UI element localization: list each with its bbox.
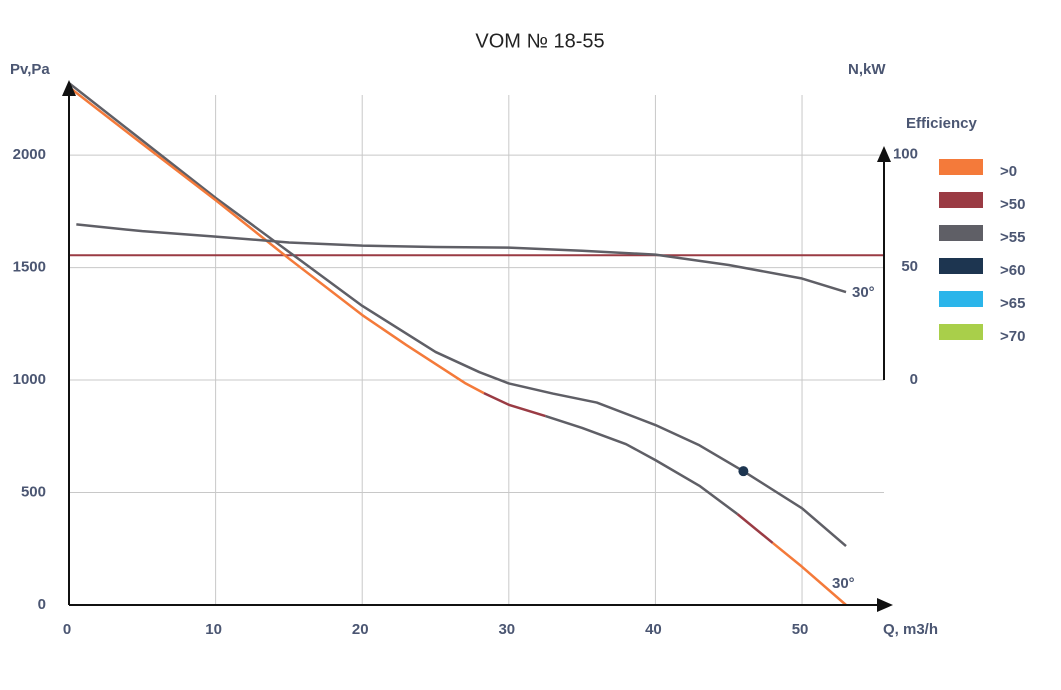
legend-label: >0 [1000,163,1017,180]
curve [68,82,847,548]
axes [68,92,885,606]
curve [483,391,546,418]
y-axis-label: Pv,Pa [10,61,50,78]
x-arrow [877,598,893,612]
y2-axis-label: N,kW [848,61,886,78]
legend-label: >50 [1000,196,1025,213]
legend-swatch [939,258,983,274]
annotation: 30° [832,575,855,592]
legend-label: >70 [1000,328,1025,345]
legend-label: >55 [1000,229,1025,246]
y-tick-label: 0 [38,596,46,613]
x-axis-label: Q, m3/h [883,621,938,638]
y2-arrow [877,146,891,162]
chart-title: VOM № 18-55 [475,30,604,52]
annotation: 30° [852,284,875,301]
x-tick-label: 40 [645,621,662,638]
plot [68,82,884,606]
legend-swatch [939,192,983,208]
x-tick-label: 10 [205,621,222,638]
curve [771,541,847,606]
y2-tick-label: 50 [901,258,918,275]
x-tick-label: 50 [792,621,809,638]
curve [545,414,739,516]
grid [69,95,884,605]
x-tick-label: 30 [498,621,515,638]
y-tick-label: 2000 [13,146,46,163]
curve [736,513,774,544]
y2-tick-label: 100 [893,145,918,162]
legend-swatch [939,225,983,241]
legend-title: Efficiency [906,115,978,132]
point-marker [738,466,749,477]
legend-swatch [939,159,983,175]
legend-label: >60 [1000,262,1025,279]
y-tick-label: 500 [21,483,46,500]
x-tick-label: 0 [63,621,71,638]
x-tick-label: 20 [352,621,369,638]
legend-swatch [939,291,983,307]
curve [76,223,847,294]
legend-label: >65 [1000,295,1025,312]
y-arrow [62,80,76,96]
legend-swatch [939,324,983,340]
curve [68,86,485,395]
y-tick-label: 1500 [13,259,46,276]
y-tick-label: 1000 [13,371,46,388]
y2-tick-label: 0 [910,371,918,388]
